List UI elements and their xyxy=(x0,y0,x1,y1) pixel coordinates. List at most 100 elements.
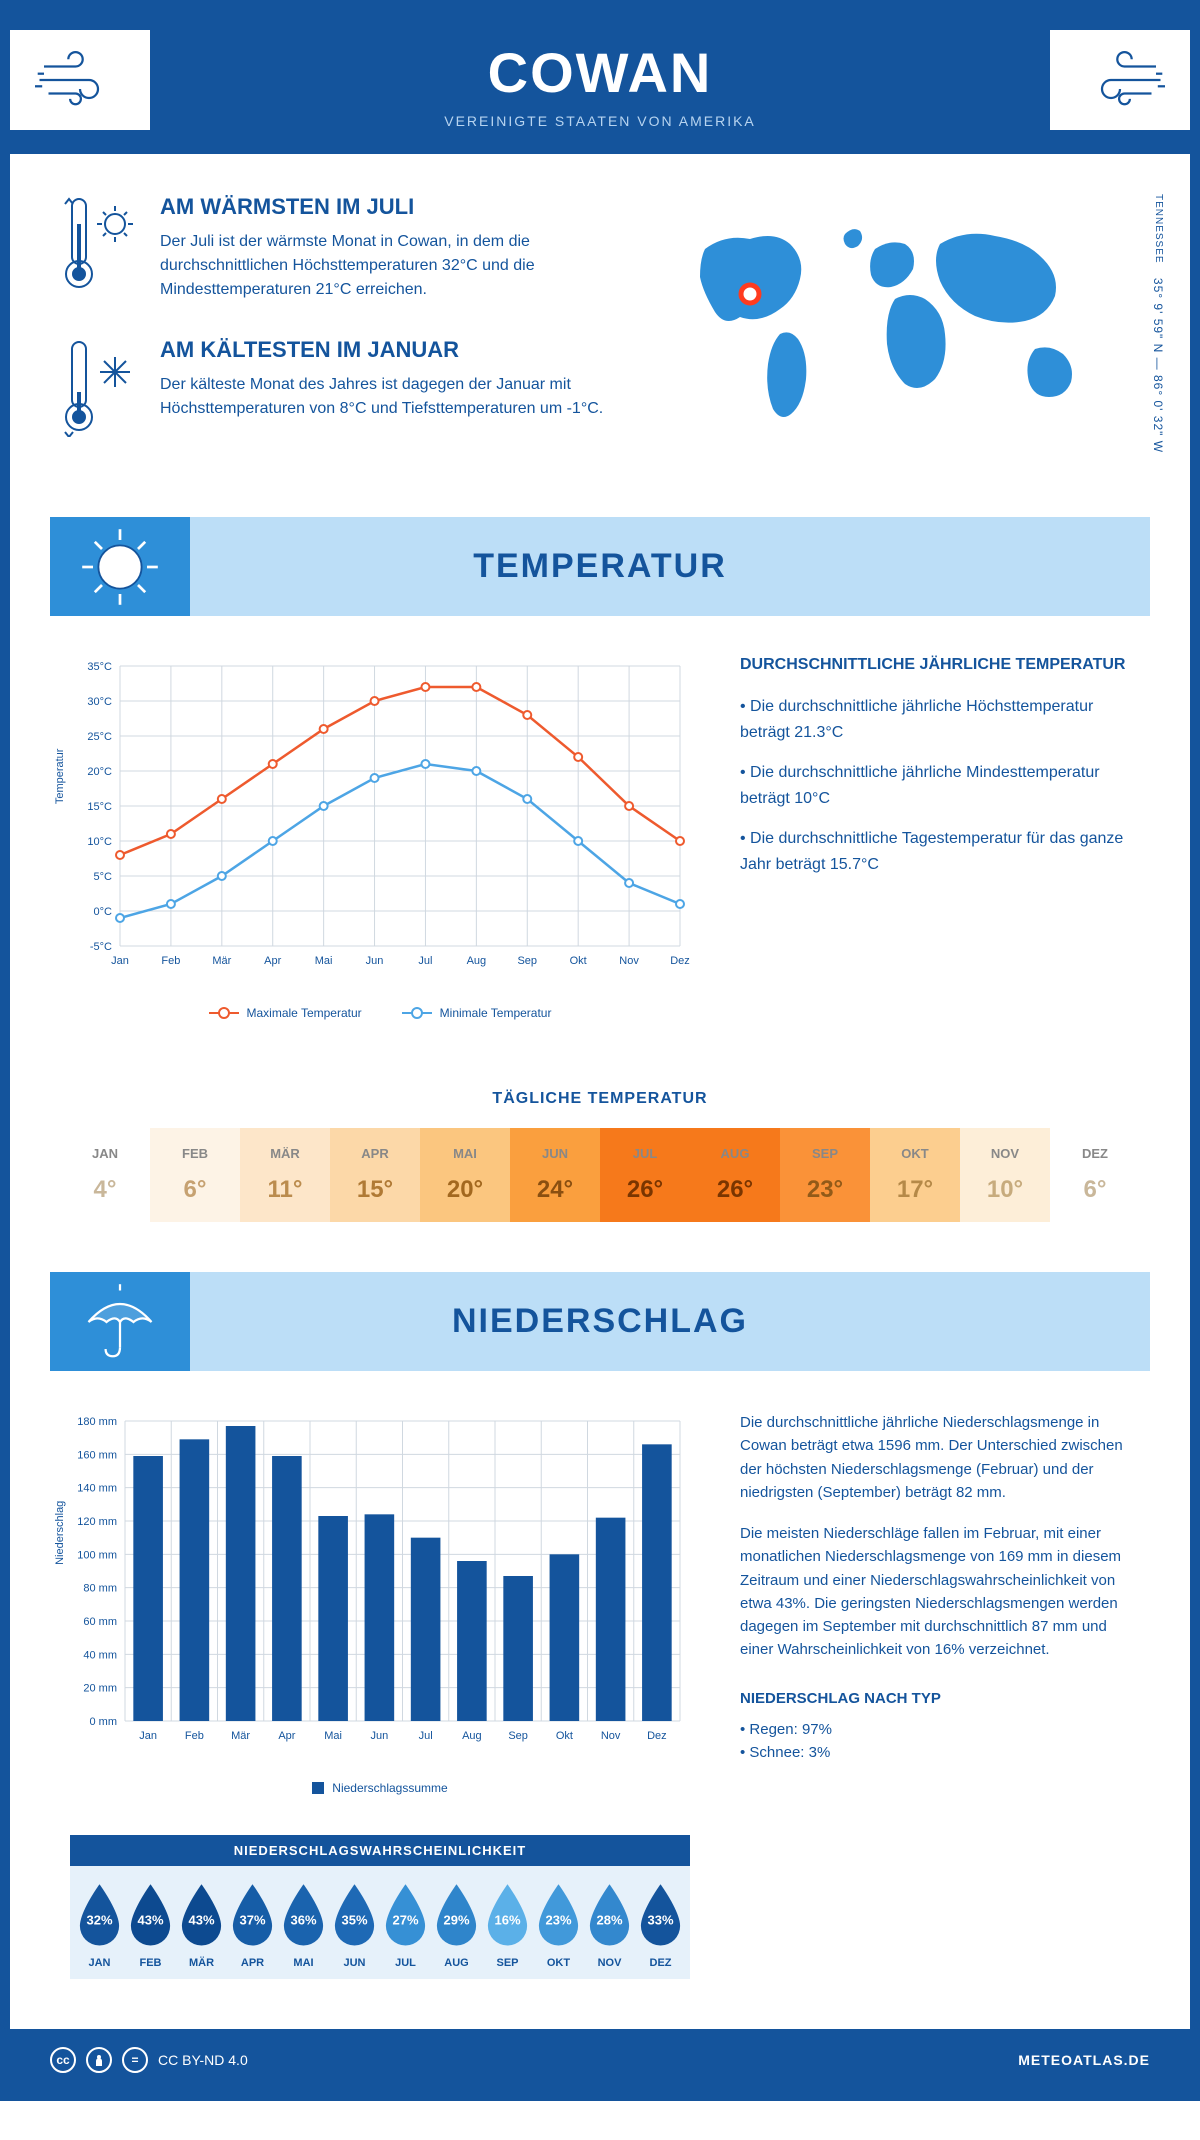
thermometer-sun-icon xyxy=(60,194,140,302)
coldest-text: Der kälteste Monat des Jahres ist dagege… xyxy=(160,373,620,421)
sun-icon xyxy=(50,517,190,616)
svg-text:30°C: 30°C xyxy=(87,696,112,708)
svg-text:Mai: Mai xyxy=(315,955,333,967)
y-axis-label: Niederschlag xyxy=(54,1501,66,1565)
svg-text:120 mm: 120 mm xyxy=(77,1516,117,1528)
svg-text:20°C: 20°C xyxy=(87,766,112,778)
svg-text:180 mm: 180 mm xyxy=(77,1416,117,1428)
prob-title: NIEDERSCHLAGSWAHRSCHEINLICHKEIT xyxy=(70,1835,690,1866)
daily-temp-cell: APR15° xyxy=(330,1128,420,1222)
coldest-title: AM KÄLTESTEN IM JANUAR xyxy=(160,337,620,363)
temperature-section-header: TEMPERATUR xyxy=(50,517,1150,616)
svg-text:140 mm: 140 mm xyxy=(77,1483,117,1495)
info-bullet: Die durchschnittliche jährliche Mindestt… xyxy=(740,760,1130,811)
info-title: DURCHSCHNITTLICHE JÄHRLICHE TEMPERATUR xyxy=(740,656,1130,674)
world-map: TENNESSEE 35° 9' 59" N — 86° 0' 32" W xyxy=(660,194,1140,477)
coordinates: TENNESSEE 35° 9' 59" N — 86° 0' 32" W xyxy=(1151,194,1165,453)
svg-text:60 mm: 60 mm xyxy=(83,1616,117,1628)
precipitation-bar-chart: Niederschlag 0 mm20 mm40 mm60 mm80 mm100… xyxy=(70,1411,690,1771)
intro-section: AM WÄRMSTEN IM JULI Der Juli ist der wär… xyxy=(10,154,1190,517)
svg-text:25°C: 25°C xyxy=(87,731,112,743)
footer: cc = CC BY-ND 4.0 METEOATLAS.DE xyxy=(10,2029,1190,2091)
precipitation-section-header: NIEDERSCHLAG xyxy=(50,1272,1150,1371)
daily-temp-cell: MÄR11° xyxy=(240,1128,330,1222)
svg-text:80 mm: 80 mm xyxy=(83,1583,117,1595)
precip-type-item: • Regen: 97% xyxy=(740,1718,1130,1741)
svg-text:40 mm: 40 mm xyxy=(83,1649,117,1661)
info-bullet: Die durchschnittliche jährliche Höchstte… xyxy=(740,694,1130,745)
prob-cell: 27%JUL xyxy=(381,1881,430,1969)
svg-text:Jun: Jun xyxy=(366,955,384,967)
svg-text:Dez: Dez xyxy=(647,1730,667,1742)
svg-text:20 mm: 20 mm xyxy=(83,1683,117,1695)
svg-text:Jan: Jan xyxy=(111,955,129,967)
coldest-block: AM KÄLTESTEN IM JANUAR Der kälteste Mona… xyxy=(60,337,620,442)
info-bullet: Die durchschnittliche Tagestemperatur fü… xyxy=(740,826,1130,877)
chart-legend: Niederschlagssumme xyxy=(70,1781,690,1795)
svg-text:Apr: Apr xyxy=(264,955,281,967)
header: COWAN VEREINIGTE STAATEN VON AMERIKA xyxy=(10,10,1190,154)
precipitation-probability: NIEDERSCHLAGSWAHRSCHEINLICHKEIT 32%JAN43… xyxy=(70,1835,690,1979)
warmest-block: AM WÄRMSTEN IM JULI Der Juli ist der wär… xyxy=(60,194,620,302)
wind-icon xyxy=(1050,30,1190,130)
svg-text:Okt: Okt xyxy=(570,955,587,967)
svg-text:Feb: Feb xyxy=(161,955,180,967)
svg-text:Jul: Jul xyxy=(418,955,432,967)
prob-cell: 28%NOV xyxy=(585,1881,634,1969)
daily-temp-cell: MAI20° xyxy=(420,1128,510,1222)
svg-text:Feb: Feb xyxy=(185,1730,204,1742)
license-text: CC BY-ND 4.0 xyxy=(158,2052,248,2068)
site-name: METEOATLAS.DE xyxy=(1018,2052,1150,2068)
daily-temp-cell: SEP23° xyxy=(780,1128,870,1222)
svg-text:0°C: 0°C xyxy=(94,906,113,918)
svg-text:Jul: Jul xyxy=(419,1730,433,1742)
svg-text:100 mm: 100 mm xyxy=(77,1549,117,1561)
svg-text:Sep: Sep xyxy=(517,955,537,967)
daily-temp-cell: OKT17° xyxy=(870,1128,960,1222)
precipitation-text: Die durchschnittliche jährliche Niedersc… xyxy=(740,1411,1130,1795)
prob-cell: 43%FEB xyxy=(126,1881,175,1969)
svg-text:Dez: Dez xyxy=(670,955,690,967)
prob-cell: 33%DEZ xyxy=(636,1881,685,1969)
daily-temp-title: TÄGLICHE TEMPERATUR xyxy=(10,1090,1190,1108)
page-subtitle: VEREINIGTE STAATEN VON AMERIKA xyxy=(10,113,1190,129)
by-icon xyxy=(86,2047,112,2073)
svg-text:35°C: 35°C xyxy=(87,661,112,673)
svg-text:Jan: Jan xyxy=(139,1730,157,1742)
temperature-line-chart: Temperatur -5°C0°C5°C10°C15°C20°C25°C30°… xyxy=(70,656,690,996)
prob-cell: 16%SEP xyxy=(483,1881,532,1969)
svg-text:Aug: Aug xyxy=(462,1730,482,1742)
prob-cell: 29%AUG xyxy=(432,1881,481,1969)
daily-temp-cell: AUG26° xyxy=(690,1128,780,1222)
cc-icon: cc xyxy=(50,2047,76,2073)
prob-cell: 35%JUN xyxy=(330,1881,379,1969)
warmest-text: Der Juli ist der wärmste Monat in Cowan,… xyxy=(160,230,620,302)
temperature-info: DURCHSCHNITTLICHE JÄHRLICHE TEMPERATUR D… xyxy=(740,656,1130,1020)
prob-cell: 32%JAN xyxy=(75,1881,124,1969)
prob-cell: 37%APR xyxy=(228,1881,277,1969)
svg-text:Nov: Nov xyxy=(619,955,639,967)
prob-cell: 23%OKT xyxy=(534,1881,583,1969)
svg-text:Apr: Apr xyxy=(278,1730,295,1742)
svg-text:15°C: 15°C xyxy=(87,801,112,813)
svg-text:-5°C: -5°C xyxy=(90,941,112,953)
daily-temp-cell: NOV10° xyxy=(960,1128,1050,1222)
svg-text:Okt: Okt xyxy=(556,1730,573,1742)
svg-text:Aug: Aug xyxy=(467,955,487,967)
svg-text:Jun: Jun xyxy=(371,1730,389,1742)
chart-legend: Maximale Temperatur Minimale Temperatur xyxy=(70,1006,690,1020)
daily-temp-cell: DEZ6° xyxy=(1050,1128,1140,1222)
section-title: TEMPERATUR xyxy=(50,547,1150,586)
svg-text:Nov: Nov xyxy=(601,1730,621,1742)
svg-text:Mär: Mär xyxy=(212,955,231,967)
svg-text:Sep: Sep xyxy=(508,1730,528,1742)
daily-temp-cell: JUL26° xyxy=(600,1128,690,1222)
svg-text:10°C: 10°C xyxy=(87,836,112,848)
thermometer-snow-icon xyxy=(60,337,140,442)
wind-icon xyxy=(10,30,150,130)
svg-text:5°C: 5°C xyxy=(94,871,113,883)
prob-cell: 43%MÄR xyxy=(177,1881,226,1969)
precip-type-item: • Schnee: 3% xyxy=(740,1741,1130,1764)
page-title: COWAN xyxy=(10,40,1190,105)
svg-text:Mär: Mär xyxy=(231,1730,250,1742)
